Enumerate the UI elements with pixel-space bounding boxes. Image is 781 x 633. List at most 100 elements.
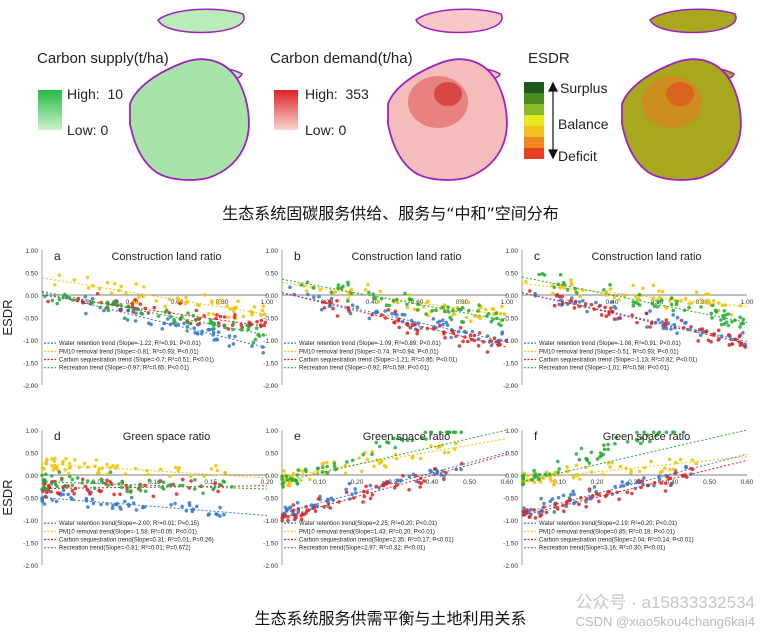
data-point	[604, 314, 609, 318]
legend-entry: Carbon sequestration trend(Slope=2.35; R…	[299, 538, 454, 544]
data-point	[574, 452, 579, 456]
legend-entry: PM10 removal trend(Slope=0.85; R²=0.18; …	[539, 529, 675, 535]
data-point	[438, 323, 442, 328]
data-point	[97, 287, 102, 291]
data-point	[476, 309, 480, 313]
data-point	[613, 484, 617, 489]
trend-line	[41, 277, 268, 315]
data-point	[648, 325, 652, 329]
data-point	[637, 303, 642, 307]
y-tick-label: 0.00	[25, 293, 38, 300]
data-point	[54, 499, 59, 504]
trend-line	[41, 485, 268, 489]
data-point	[167, 297, 172, 302]
data-point	[399, 437, 404, 442]
data-point	[349, 287, 354, 292]
data-point	[528, 289, 532, 293]
data-point	[368, 483, 373, 488]
data-point	[253, 337, 258, 342]
data-point	[565, 302, 570, 306]
data-point	[138, 302, 143, 306]
data-point	[252, 305, 257, 309]
series-recreation-trend	[520, 429, 748, 487]
data-point	[669, 327, 673, 331]
data-point	[533, 291, 537, 296]
demand-gradient	[274, 90, 298, 130]
data-point	[304, 505, 308, 509]
data-point	[571, 489, 575, 494]
data-point	[694, 290, 699, 294]
data-point	[671, 313, 675, 317]
data-point	[250, 313, 254, 317]
data-point	[193, 487, 197, 491]
data-point	[134, 282, 138, 286]
data-point	[40, 499, 45, 504]
data-point	[53, 456, 57, 461]
data-point	[301, 469, 305, 473]
data-point	[141, 505, 145, 510]
data-point	[664, 326, 669, 331]
data-point	[660, 289, 665, 294]
data-point	[587, 487, 592, 491]
data-point	[326, 501, 331, 505]
data-point	[178, 301, 182, 306]
data-point	[700, 327, 705, 331]
data-point	[124, 291, 128, 295]
esdr-map	[621, 8, 742, 181]
data-point	[349, 291, 354, 296]
data-point	[70, 477, 75, 482]
data-point	[726, 312, 730, 316]
data-point	[302, 284, 306, 288]
data-point	[180, 314, 184, 319]
data-point	[281, 485, 285, 489]
data-point	[347, 309, 352, 313]
data-point	[128, 484, 132, 489]
data-point	[577, 457, 582, 462]
data-point	[299, 283, 304, 287]
x-tick-label: 0.20	[321, 299, 334, 306]
legend-entry: PM10 removal trend (Slope=-0.51; R²=0.93…	[539, 349, 679, 355]
panel-title: Green space ratio	[363, 431, 450, 443]
data-point	[226, 327, 231, 331]
data-point	[83, 484, 88, 489]
data-point	[308, 477, 312, 482]
legend-entry: Recreation trend(Slope=2.97; R²=0.32; P<…	[299, 546, 425, 552]
data-point	[222, 315, 227, 319]
esdr-surplus-label: Surplus	[560, 80, 608, 96]
data-point	[525, 473, 530, 478]
data-point	[544, 510, 549, 515]
data-point	[689, 325, 693, 329]
legend-entry: PM10 removal trend(Slope=-1.58; R²=0.05;…	[59, 529, 197, 535]
data-point	[658, 295, 662, 300]
data-point	[397, 325, 402, 330]
series-pm10-removal-trend	[41, 273, 268, 321]
data-point	[100, 466, 104, 470]
trend-line	[41, 497, 268, 516]
data-point	[674, 302, 679, 307]
data-point	[64, 484, 68, 489]
data-point	[552, 481, 557, 485]
legend-entry: PM10 removal trend(Slope=1.43; R²=0.20; …	[299, 529, 435, 535]
data-point	[549, 479, 553, 483]
data-point	[250, 344, 254, 348]
data-point	[557, 467, 561, 471]
data-point	[118, 505, 122, 509]
data-point	[376, 299, 381, 304]
data-point	[540, 272, 545, 276]
data-point	[609, 306, 613, 311]
data-point	[303, 467, 308, 472]
data-point	[189, 474, 193, 479]
y-tick-label: 0.00	[265, 293, 278, 300]
data-point	[597, 492, 601, 497]
data-point	[129, 489, 133, 493]
supply-map	[129, 8, 250, 181]
data-point	[464, 315, 469, 320]
data-point	[196, 317, 200, 321]
data-point	[610, 309, 614, 314]
data-point	[218, 505, 222, 510]
data-point	[687, 301, 691, 306]
data-point	[105, 478, 109, 483]
data-point	[418, 456, 423, 461]
data-point	[684, 320, 688, 325]
legend-entry: Water retention trend (Slope=-1.08; R²=0…	[539, 341, 681, 347]
